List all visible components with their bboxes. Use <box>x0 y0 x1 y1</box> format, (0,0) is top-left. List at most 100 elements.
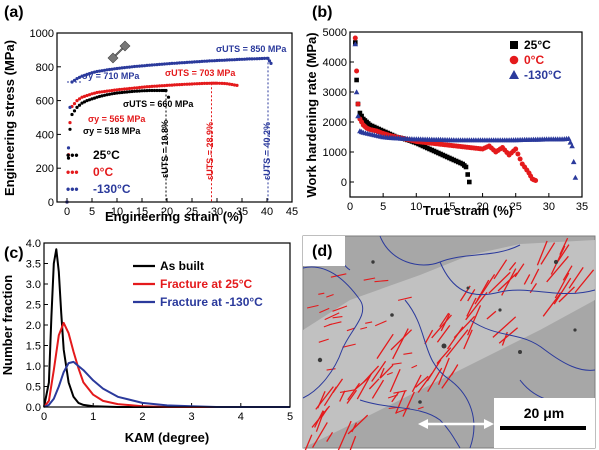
panel-b-xtick-label: 0 <box>347 201 353 213</box>
stress-strain-point-m130c <box>170 61 174 65</box>
stress-strain-point-m130c <box>242 57 247 61</box>
twin-boundary-line <box>536 240 548 266</box>
panel-c-ytick-label: 4.0 <box>26 238 41 250</box>
stress-strain-point-0c <box>77 97 82 101</box>
scale-bar <box>500 426 586 430</box>
panel-a-legend: ••• 25°C ••• 0°C ••• -130°C <box>66 148 131 196</box>
stress-strain-point-25c <box>157 88 162 93</box>
stress-strain-point-0c <box>90 92 94 96</box>
stress-strain-point-m130c <box>105 68 109 72</box>
twin-boundary-line <box>351 422 358 433</box>
stress-strain-point-0c <box>75 99 79 103</box>
stress-strain-point-m130c <box>172 61 177 65</box>
stress-strain-point-m130c <box>185 60 189 64</box>
anno-uts-25: σUTS = 660 MPa <box>123 99 194 109</box>
panel-a-xtick-label: 5 <box>89 206 95 218</box>
twin-boundary-line <box>427 367 443 393</box>
anno-uts-0: σUTS = 703 MPa <box>165 68 236 78</box>
panel-b-ytick-label: 5000 <box>323 27 347 39</box>
stress-strain-point-25c <box>137 89 142 93</box>
stress-strain-point-0c <box>147 85 152 89</box>
twin-boundary-line <box>467 288 476 302</box>
stress-strain-point-0c <box>100 90 104 94</box>
stress-strain-point-25c <box>142 89 147 93</box>
twin-boundary-line <box>323 323 332 328</box>
stress-strain-point-0c <box>215 81 219 85</box>
twin-boundary-line <box>363 277 376 281</box>
stress-strain-point-0c <box>122 87 127 91</box>
twin-boundary-line <box>514 263 525 278</box>
stress-strain-point-m130c <box>260 56 264 61</box>
stress-strain-point-m130c <box>102 68 107 72</box>
legend-b-circle-marker <box>509 55 519 65</box>
legend-b-0c: 0°C <box>524 53 544 67</box>
panel-c-xlabel: KAM (degree) <box>125 430 210 445</box>
panel-a-xtick-label: 30 <box>211 206 223 218</box>
stress-strain-point-0c <box>115 88 119 92</box>
panel-c-ytick-label: 1.0 <box>26 361 41 373</box>
panel-a-xtick-label: 0 <box>64 206 70 218</box>
stress-strain-point-m130c <box>230 58 234 62</box>
twin-boundary-line <box>436 325 451 343</box>
twin-boundary-line <box>542 292 562 317</box>
whr-point-m130c <box>570 158 577 165</box>
panel-c-ytick-label: 0.5 <box>26 382 41 394</box>
stress-strain-point-m130c <box>150 63 154 67</box>
twin-boundary-line <box>390 329 413 351</box>
whr-point-m130c <box>565 135 572 141</box>
anno-eps-25: εUTS = 19.8% <box>160 120 170 178</box>
stress-strain-point-m130c <box>240 57 244 61</box>
panel-b-xtick-label: 15 <box>443 201 455 213</box>
twin-boundary-line <box>424 329 434 345</box>
tensile-specimen-icon <box>107 40 131 64</box>
twin-boundary-line <box>360 326 368 330</box>
panel-a-xtick-label: 40 <box>261 206 273 218</box>
twin-boundary-line <box>568 267 584 289</box>
stress-strain-point-25c <box>140 89 144 93</box>
twin-boundary-line <box>467 305 482 336</box>
twin-boundary-line <box>463 329 473 350</box>
whr-point-0c <box>517 156 523 162</box>
blue-grain-boundaries <box>302 235 596 449</box>
legend-b-square-marker <box>510 41 518 49</box>
panel-a-ytick-label: 0 <box>48 197 54 209</box>
panel-c-xtick-label: 4 <box>238 411 244 423</box>
stress-strain-point-0c <box>117 87 122 92</box>
panel-c-ytick-label: 3.5 <box>26 259 41 271</box>
stress-strain-point-0c <box>177 83 182 87</box>
panel-d-label-box <box>303 236 345 266</box>
twin-boundary-line <box>326 293 334 298</box>
twin-boundary-line <box>326 368 336 371</box>
stress-strain-point-m130c <box>82 73 87 77</box>
twin-boundary-line <box>553 277 572 305</box>
stress-strain-point-0c <box>142 85 147 89</box>
stress-strain-point-m130c <box>187 60 192 64</box>
stress-strain-point-m130c <box>192 60 197 64</box>
stress-strain-point-0c <box>187 82 192 86</box>
twin-boundary-line <box>387 394 398 399</box>
panel-c-ytick-label: 1.5 <box>26 341 41 353</box>
legend-c-m130c: Fracture at -130°C <box>160 295 263 309</box>
stress-strain-point-m130c <box>217 58 222 63</box>
panel-b-xtick-label: 20 <box>476 201 488 213</box>
stress-strain-point-m130c <box>145 63 149 67</box>
stress-strain-point-25c <box>105 93 109 97</box>
stress-strain-point-m130c <box>68 105 72 109</box>
twin-boundary-line <box>306 304 319 309</box>
twin-boundary-line <box>363 365 380 383</box>
panel-a-ytick-label: 400 <box>36 129 54 141</box>
stress-strain-point-m130c <box>235 57 239 62</box>
stress-strain-point-25c <box>87 98 92 102</box>
whr-point-m130c <box>567 139 574 145</box>
panel-b-ytick-label: 2000 <box>323 117 347 129</box>
stress-strain-point-0c <box>120 87 124 91</box>
stress-strain-point-m130c <box>92 70 97 74</box>
legend-b-m130c: -130°C <box>524 68 562 82</box>
scale-bar-box <box>494 398 595 448</box>
twin-boundary-line <box>312 422 328 448</box>
stress-strain-point-m130c <box>202 59 207 63</box>
anno-uts-m130: σUTS = 850 MPa <box>216 44 287 54</box>
panel-b-frame <box>349 31 583 198</box>
whr-point-m130c <box>353 89 360 95</box>
whr-point-m130c <box>355 113 361 119</box>
